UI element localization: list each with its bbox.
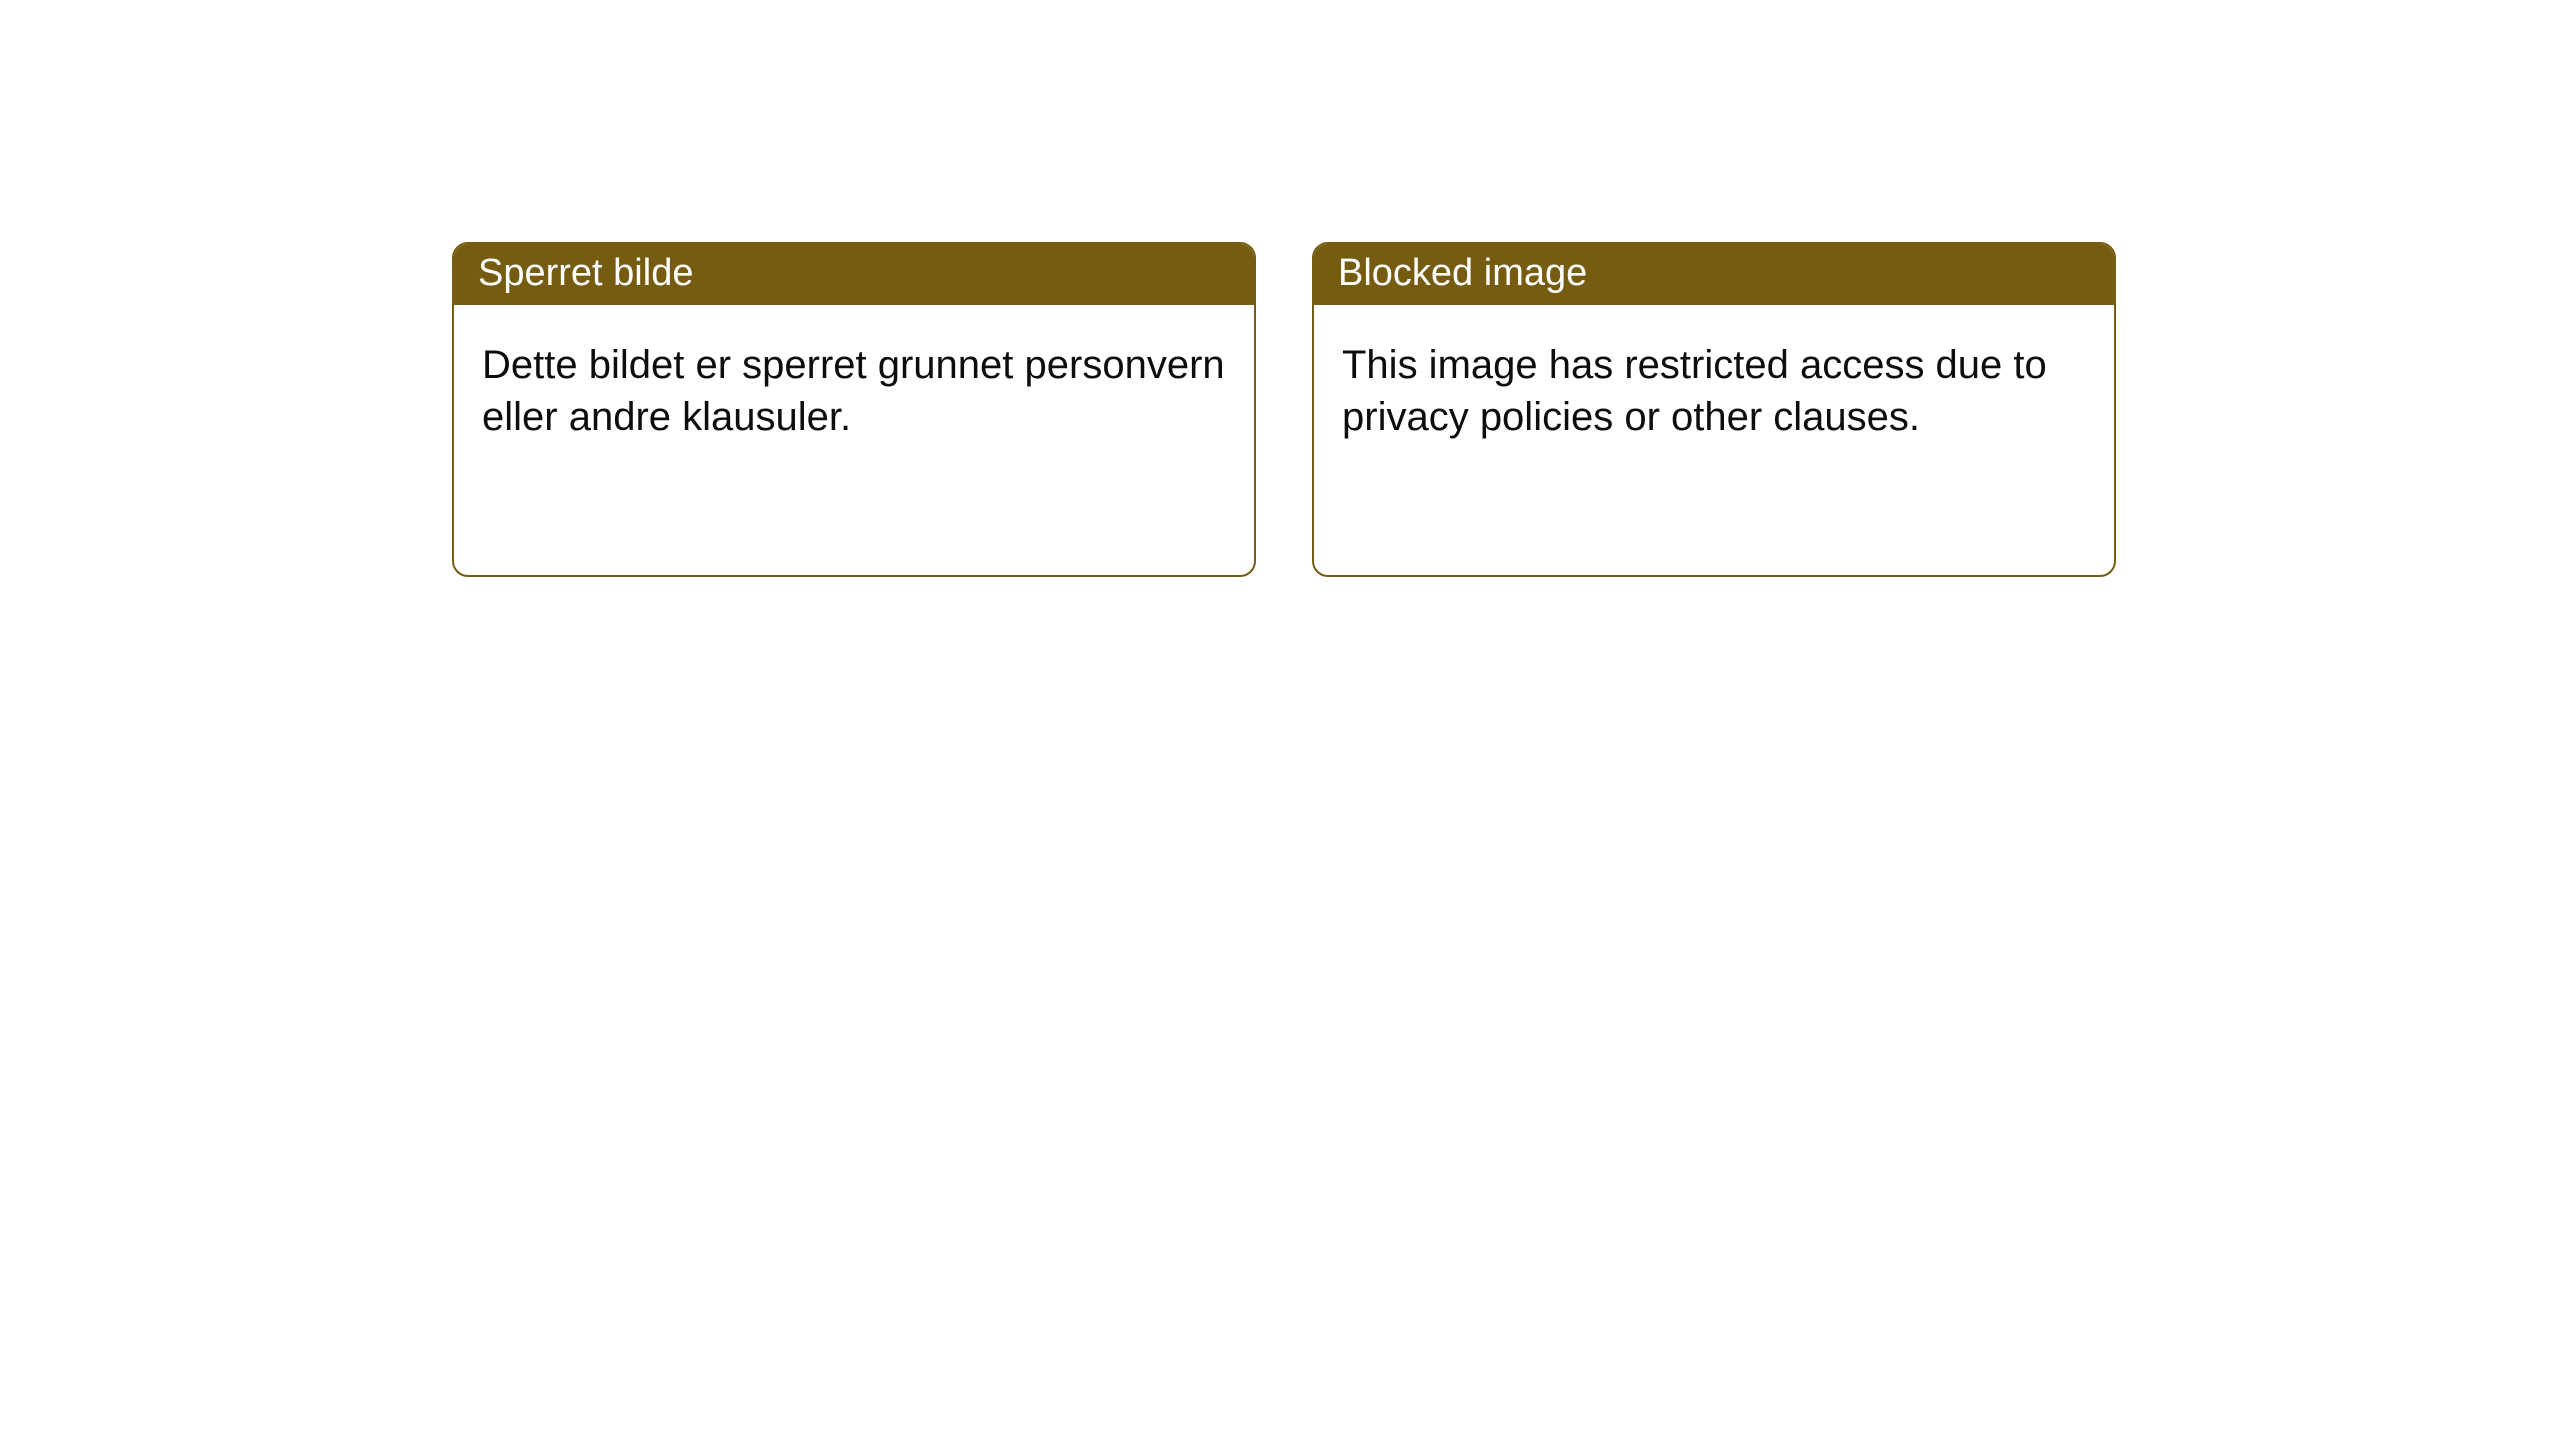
notice-card-body: Dette bildet er sperret grunnet personve… [454, 305, 1254, 575]
notice-container: Sperret bilde Dette bildet er sperret gr… [0, 0, 2560, 577]
notice-card-en: Blocked image This image has restricted … [1312, 242, 2116, 577]
notice-card-title: Blocked image [1314, 244, 2114, 305]
notice-card-no: Sperret bilde Dette bildet er sperret gr… [452, 242, 1256, 577]
notice-card-body: This image has restricted access due to … [1314, 305, 2114, 575]
notice-card-title: Sperret bilde [454, 244, 1254, 305]
